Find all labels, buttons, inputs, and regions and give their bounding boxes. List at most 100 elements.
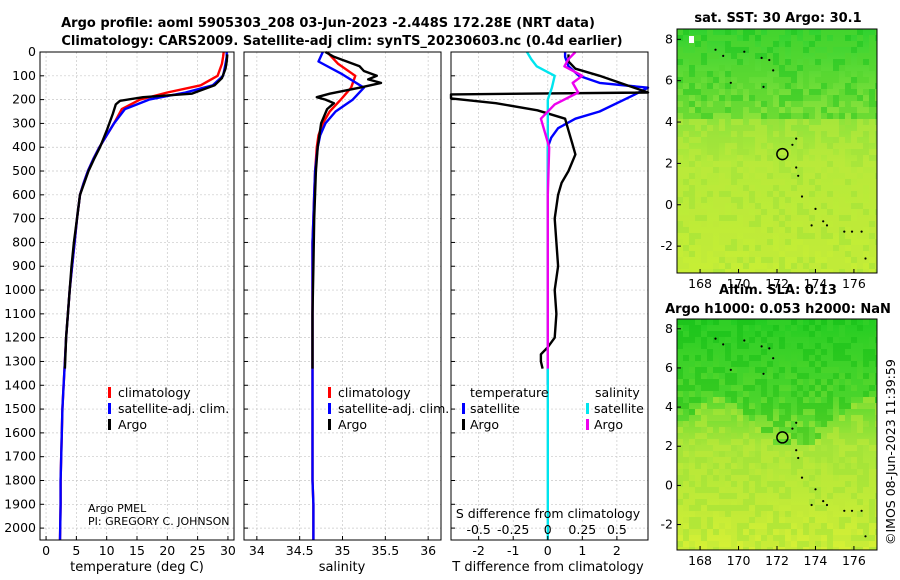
map-cell [755, 215, 761, 221]
map-cell [869, 65, 875, 71]
map-cell [815, 331, 821, 337]
map-cell [833, 77, 839, 83]
map-cell [749, 215, 755, 221]
map-cell [749, 319, 755, 325]
map-cell [761, 59, 767, 65]
map-cell [707, 269, 713, 273]
map-cell [677, 487, 683, 493]
map-cell [851, 457, 857, 463]
map-cell [779, 161, 785, 167]
map-cell [833, 221, 839, 227]
map-cell [815, 221, 821, 227]
island-dot [772, 69, 775, 72]
map-cell [863, 89, 869, 95]
map-cell [761, 337, 767, 343]
map-cell [869, 191, 875, 197]
map-cell [845, 535, 851, 541]
island-dot [760, 345, 763, 348]
map-cell [731, 101, 737, 107]
map-cell [761, 269, 767, 273]
map-cell [689, 361, 695, 367]
map-cell [767, 349, 773, 355]
map-cell [719, 191, 725, 197]
map-cell [863, 209, 869, 215]
map-cell [725, 161, 731, 167]
map-cell [791, 89, 797, 95]
map-cell [815, 391, 821, 397]
map-cell [809, 331, 815, 337]
map-cell [797, 319, 803, 325]
map-cell [773, 53, 779, 59]
map-cell [863, 221, 869, 227]
map-cell [743, 535, 749, 541]
map-cell [869, 107, 875, 113]
map-cell [839, 439, 845, 445]
map-cell [683, 409, 689, 415]
map-cell [701, 511, 707, 517]
depth-tick-label: 1800 [4, 472, 36, 487]
map-cell [875, 409, 877, 415]
map-cell [809, 367, 815, 373]
map-cell [713, 35, 719, 41]
map-cell [869, 397, 875, 403]
map-cell [809, 47, 815, 53]
map-cell [689, 77, 695, 83]
map-cell [683, 505, 689, 511]
map-cell [797, 269, 803, 273]
map-cell [743, 325, 749, 331]
map-cell [857, 131, 863, 137]
map-cell [773, 511, 779, 517]
map-cell [857, 95, 863, 101]
map-cell [701, 47, 707, 53]
map-cell [869, 445, 875, 451]
map-cell [827, 203, 833, 209]
depth-tick-label: 1000 [4, 282, 36, 297]
map-cell [677, 143, 683, 149]
map-cell [683, 227, 689, 233]
map-cell [797, 173, 803, 179]
map-cell [827, 541, 833, 547]
map-cell [827, 149, 833, 155]
map-cell [803, 325, 809, 331]
map-cell [803, 427, 809, 433]
map-cell [767, 409, 773, 415]
map-y-tick-label: 0 [665, 197, 673, 212]
map-cell [773, 349, 779, 355]
map-cell [689, 523, 695, 529]
map-cell [815, 445, 821, 451]
map-cell [755, 343, 761, 349]
map-cell [677, 167, 683, 173]
map-cell [755, 511, 761, 517]
map-cell [773, 59, 779, 65]
map-cell [725, 409, 731, 415]
map-cell [713, 415, 719, 421]
map-cell [761, 517, 767, 523]
depth-tick-label: 1400 [4, 377, 36, 392]
map-cell [695, 71, 701, 77]
map-cell [803, 119, 809, 125]
island-dot [850, 509, 854, 512]
map-cell [803, 155, 809, 161]
map-cell [827, 233, 833, 239]
island-dot [814, 488, 817, 491]
map-cell [755, 233, 761, 239]
map-cell [713, 131, 719, 137]
map-cell [839, 457, 845, 463]
map-cell [809, 385, 815, 391]
map-cell [809, 361, 815, 367]
map-cell [851, 451, 857, 457]
map-cell [749, 101, 755, 107]
map-cell [791, 83, 797, 89]
sla-map: Altim. SLA: 0.13 Argo h1000: 0.053 h2000… [661, 283, 891, 568]
map-cell [803, 35, 809, 41]
map-cell [773, 191, 779, 197]
map-cell [815, 325, 821, 331]
map-cell [677, 445, 683, 451]
map-cell [773, 361, 779, 367]
map-cell [683, 355, 689, 361]
map-cell [797, 469, 803, 475]
map-cell [737, 487, 743, 493]
map-cell [779, 113, 785, 119]
map-cell [863, 517, 869, 523]
map-cell [761, 41, 767, 47]
